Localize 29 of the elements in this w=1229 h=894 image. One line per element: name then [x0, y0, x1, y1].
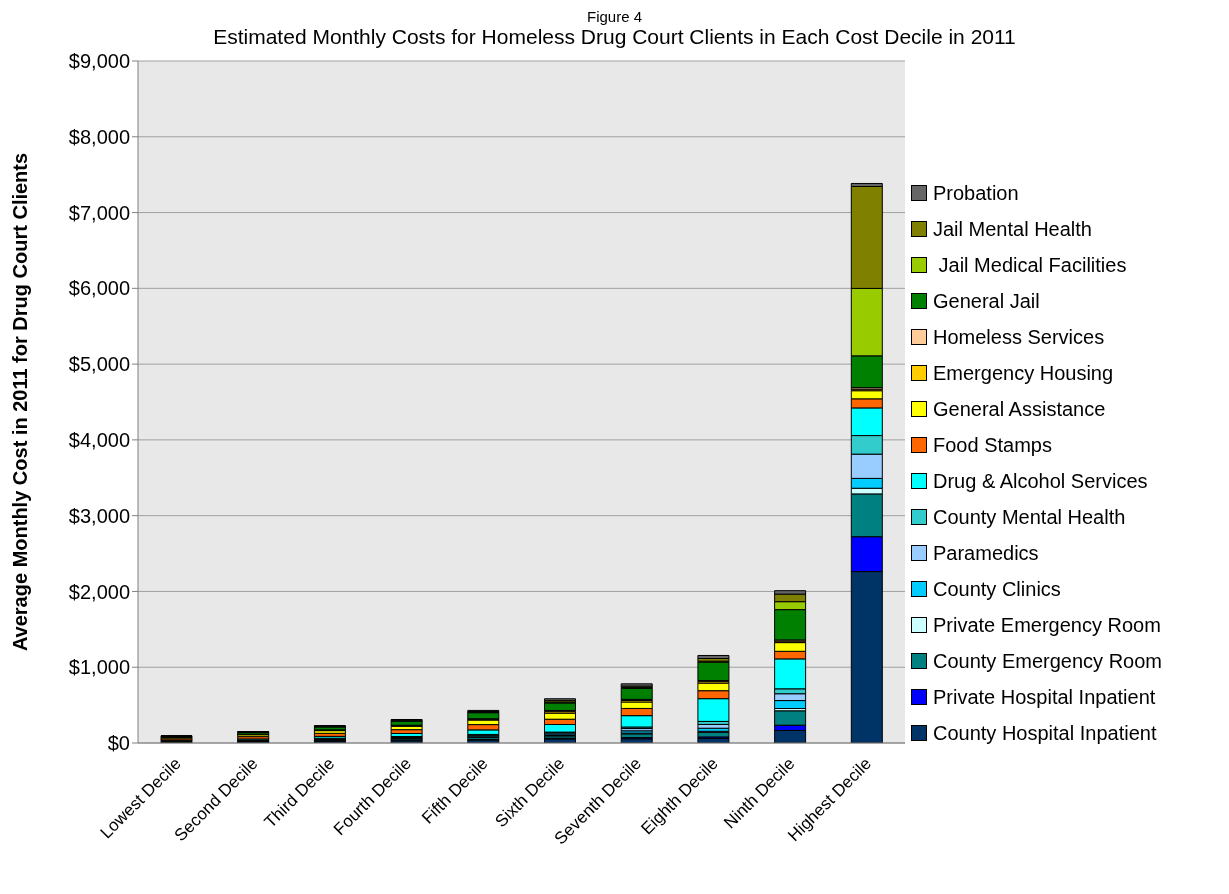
- legend-label: Private Hospital Inpatient: [933, 685, 1156, 709]
- legend-label: Private Emergency Room: [933, 613, 1161, 637]
- y-tick-label: $4,000: [68, 428, 130, 451]
- legend-label: Jail Mental Health: [933, 217, 1092, 241]
- legend-label: Drug & Alcohol Services: [933, 469, 1148, 493]
- legend-label: Probation: [933, 181, 1019, 205]
- legend-label: Food Stamps: [933, 433, 1052, 457]
- y-tick-label: $2,000: [68, 580, 130, 603]
- y-tick-label: $8,000: [68, 125, 130, 148]
- legend-label: County Clinics: [933, 577, 1061, 601]
- legend-label: Homeless Services: [933, 325, 1105, 349]
- legend-label: General Assistance: [933, 397, 1106, 421]
- y-tick-label: $0: [107, 732, 130, 755]
- legend-label: County Mental Health: [933, 505, 1126, 529]
- chart-title: Estimated Monthly Costs for Homeless Drug Court Clients in Each Cost Decile in 2011: [212, 25, 1017, 49]
- legend-label: Paramedics: [933, 541, 1039, 565]
- y-tick-label: $1,000: [68, 656, 130, 679]
- y-tick-label: $9,000: [68, 50, 130, 73]
- y-tick-label: $3,000: [68, 504, 130, 527]
- chart-subtitle: Figure 4: [586, 8, 643, 25]
- legend-label: Emergency Housing: [933, 361, 1114, 385]
- legend-label: County Hospital Inpatient: [933, 721, 1157, 745]
- legend-label: Jail Medical Facilities: [937, 253, 1127, 277]
- y-tick-label: $5,000: [68, 353, 130, 376]
- legend-label: County Emergency Room: [933, 649, 1162, 673]
- y-tick-label: $7,000: [68, 201, 130, 224]
- y-axis-title: Average Monthly Cost in 2011 for Drug Court Clients: [9, 152, 32, 652]
- y-tick-label: $6,000: [68, 277, 130, 300]
- legend-label: General Jail: [933, 289, 1040, 313]
